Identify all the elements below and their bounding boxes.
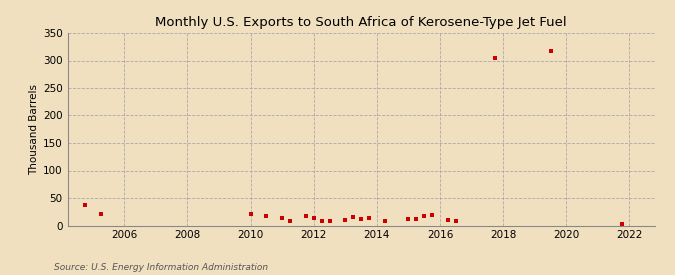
- Point: [277, 216, 288, 220]
- Point: [419, 213, 430, 218]
- Point: [261, 213, 272, 218]
- Point: [324, 218, 335, 223]
- Point: [364, 216, 375, 221]
- Point: [427, 213, 437, 217]
- Text: Source: U.S. Energy Information Administration: Source: U.S. Energy Information Administ…: [54, 263, 268, 272]
- Point: [450, 218, 461, 223]
- Title: Monthly U.S. Exports to South Africa of Kerosene-Type Jet Fuel: Monthly U.S. Exports to South Africa of …: [155, 16, 567, 29]
- Point: [443, 218, 454, 222]
- Point: [95, 212, 106, 216]
- Point: [340, 218, 351, 222]
- Point: [411, 217, 422, 221]
- Point: [80, 202, 90, 207]
- Point: [300, 214, 311, 218]
- Y-axis label: Thousand Barrels: Thousand Barrels: [29, 84, 38, 175]
- Point: [356, 217, 367, 221]
- Point: [308, 216, 319, 220]
- Point: [379, 218, 390, 223]
- Point: [245, 212, 256, 216]
- Point: [403, 217, 414, 221]
- Point: [348, 215, 358, 219]
- Point: [285, 218, 296, 223]
- Point: [616, 222, 627, 226]
- Point: [490, 56, 501, 60]
- Point: [317, 218, 327, 223]
- Point: [545, 48, 556, 53]
